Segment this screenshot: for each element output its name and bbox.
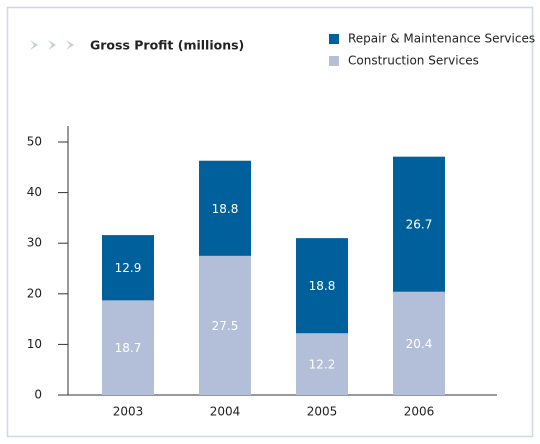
value-label: 18.8 [212,202,239,216]
value-label: 27.5 [212,319,239,333]
value-label: 20.4 [406,337,433,351]
x-tick-label: 2004 [210,405,241,419]
frame [6,6,534,438]
chart-title: Gross Profit (millions) [90,38,244,53]
bar-segment [296,238,348,334]
value-label: 26.7 [406,218,433,232]
legend-swatch [329,34,339,44]
bar-segment [102,235,154,301]
x-tick-label: 2005 [307,405,338,419]
bar-segment [199,255,251,395]
legend-label: Construction Services [348,54,479,68]
y-tick-label: 40 [27,185,42,199]
y-tick-label: 50 [27,135,42,149]
bar-segment [296,333,348,395]
bar-segment [199,160,251,256]
legend-swatch [329,56,339,66]
bar-segment [393,156,445,292]
bar-segment [102,300,154,395]
legend-label: Repair & Maintenance Services [348,32,535,46]
bar-segment [393,291,445,395]
x-tick-label: 2003 [113,405,144,419]
x-tick-label: 2006 [404,405,435,419]
title-arrows [30,40,74,50]
y-tick-label: 30 [27,236,42,250]
value-label: 18.8 [309,279,336,293]
y-tick-label: 10 [27,337,42,351]
y-tick-label: 0 [34,388,42,402]
value-label: 12.9 [115,261,142,275]
value-label: 18.7 [115,341,142,355]
value-label: 12.2 [309,358,336,372]
y-tick-label: 20 [27,286,42,300]
